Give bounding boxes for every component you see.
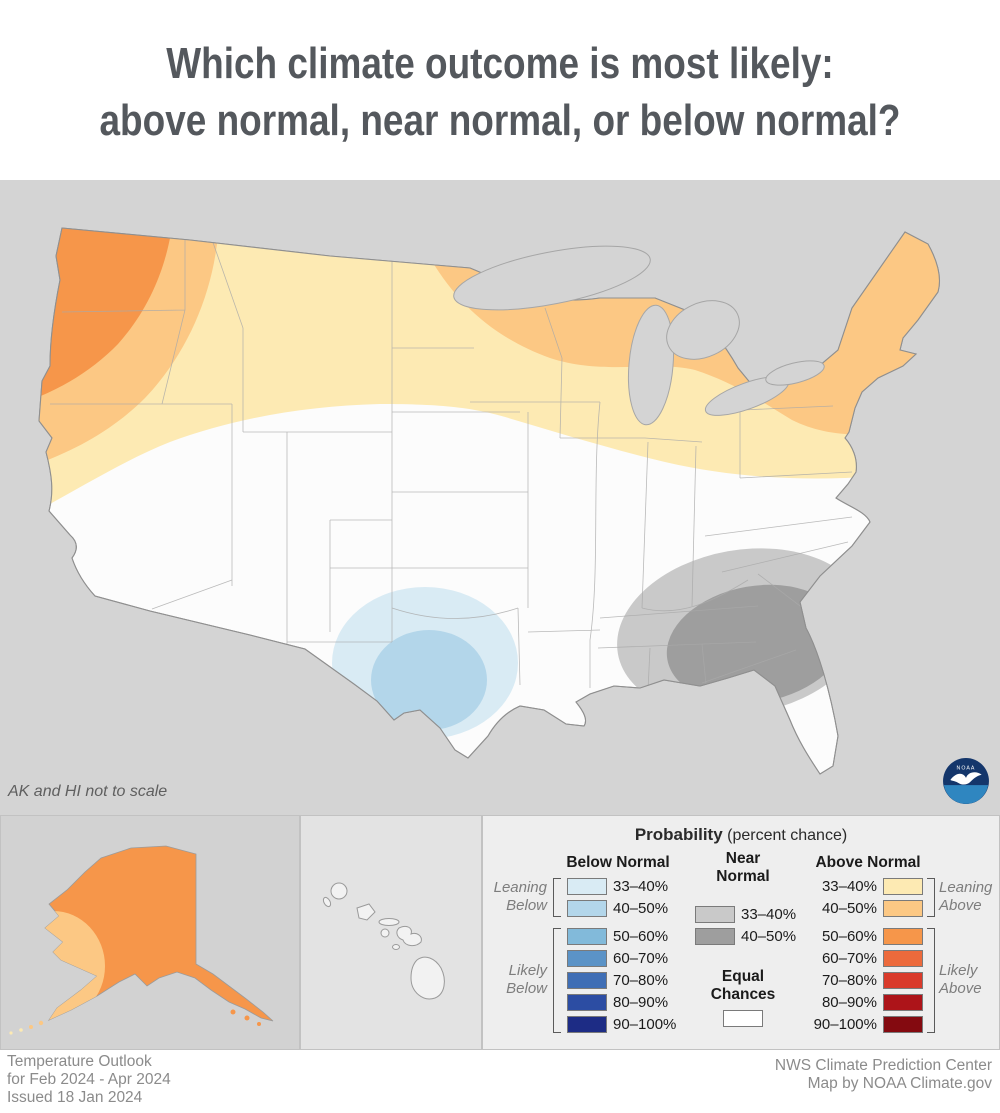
lake-ontario	[765, 360, 825, 386]
below-swatch-80-90	[567, 994, 607, 1011]
above-swatch-50-60	[883, 928, 923, 945]
above-range-50-60: 50–60%	[821, 928, 877, 945]
leaning-below-label: Leaning Below	[493, 879, 547, 914]
below-range-50-60: 50–60%	[613, 928, 669, 945]
below-range-70-80: 70–80%	[613, 972, 669, 989]
below-range-90-100: 90–100%	[613, 1016, 677, 1033]
scale-note: AK and HI not to scale	[8, 783, 168, 800]
legend-title-suffix: (percent chance)	[722, 827, 848, 844]
island-hawaii	[410, 956, 445, 1000]
below-range-33-40: 33–40%	[613, 878, 669, 895]
above-range-80-90: 80–90%	[821, 994, 877, 1011]
alaska-region-above-40-50	[45, 911, 105, 1021]
island-maui	[396, 925, 422, 947]
footer-outlook-period: for Feb 2024 - Apr 2024	[7, 1071, 171, 1088]
hawaiian-islands	[322, 882, 445, 1000]
near-swatch-33-40	[695, 906, 735, 923]
island-molokai	[378, 918, 400, 926]
alaska-map	[9, 845, 274, 1035]
lake-huron	[666, 300, 740, 360]
header: Which climate outcome is most likely: ab…	[0, 0, 1000, 180]
likely-above-bracket	[927, 928, 935, 1033]
above-swatch-80-90	[883, 994, 923, 1011]
above-range-60-70: 60–70%	[821, 950, 877, 967]
above-swatch-60-70	[883, 950, 923, 967]
above-range-40-50: 40–50%	[821, 900, 877, 917]
above-range-70-80: 70–80%	[821, 972, 877, 989]
near-normal-header: Near Normal	[716, 850, 770, 885]
aleutian-islands	[9, 1020, 44, 1035]
leaning-above-label: Leaning Above	[939, 879, 993, 914]
below-swatch-60-70	[567, 950, 607, 967]
us-map	[38, 227, 941, 775]
alaska-panhandle-islands	[230, 1009, 261, 1026]
footer-outlook-type: Temperature Outlook	[7, 1053, 152, 1070]
below-swatch-40-50	[567, 900, 607, 917]
region-near-40-50	[666, 584, 846, 704]
below-swatch-90-100	[567, 1016, 607, 1033]
hawaii-map	[322, 882, 445, 1000]
footer-right: NWS Climate Prediction Center Map by NOA…	[775, 1057, 992, 1093]
legend-panel: Probability (percent chance) Below Norma…	[482, 815, 1000, 1050]
alaska-inset	[0, 815, 300, 1050]
below-range-40-50: 40–50%	[613, 900, 669, 917]
island-lanai	[380, 928, 390, 938]
above-range-90-100: 90–100%	[813, 1016, 877, 1033]
footer-left: Temperature Outlook for Feb 2024 - Apr 2…	[7, 1053, 171, 1107]
island-niihau	[322, 896, 332, 908]
hawaii-inset	[300, 815, 482, 1050]
below-range-60-70: 60–70%	[613, 950, 669, 967]
lake-michigan	[627, 304, 675, 426]
noaa-logo-icon: NOAA	[943, 758, 989, 804]
state-boundaries	[50, 230, 853, 691]
below-swatch-33-40	[567, 878, 607, 895]
great-lakes	[453, 245, 825, 426]
likely-below-bracket	[553, 928, 561, 1033]
below-swatch-70-80	[567, 972, 607, 989]
island-oahu	[356, 903, 376, 921]
page-title-line2: above normal, near normal, or below norm…	[99, 96, 901, 145]
legend-title-word: Probability	[634, 825, 723, 844]
noaa-logo-text: NOAA	[957, 766, 976, 772]
near-range-40-50: 40–50%	[741, 928, 797, 945]
above-normal-header: Above Normal	[815, 854, 921, 871]
near-swatch-40-50	[695, 928, 735, 945]
below-range-80-90: 80–90%	[613, 994, 669, 1011]
equal-chances-label: Equal Chances	[710, 968, 776, 1003]
page-title-line1: Which climate outcome is most likely:	[166, 39, 834, 88]
us-outlook-map-section: AK and HI not to scale NOAA	[0, 180, 1000, 815]
alaska-region-above-33-40	[45, 960, 59, 1016]
footer-source: NWS Climate Prediction Center	[774, 1057, 992, 1074]
leaning-below-bracket	[553, 878, 561, 917]
above-swatch-70-80	[883, 972, 923, 989]
footer-credit: Map by NOAA Climate.gov	[807, 1075, 992, 1092]
island-kahoolawe	[392, 944, 400, 950]
likely-below-label: Likely Below	[506, 962, 547, 997]
below-swatch-50-60	[567, 928, 607, 945]
near-range-33-40: 33–40%	[741, 906, 797, 923]
leaning-above-bracket	[927, 878, 935, 917]
region-below-40-50	[371, 630, 487, 730]
island-kauai	[330, 882, 348, 900]
legend-title: Probability (percent chance)	[483, 825, 999, 845]
lake-superior	[453, 245, 651, 311]
above-swatch-40-50	[883, 900, 923, 917]
footer-issue-date: Issued 18 Jan 2024	[7, 1089, 143, 1106]
below-normal-header: Below Normal	[566, 854, 670, 871]
above-range-33-40: 33–40%	[821, 878, 877, 895]
above-swatch-90-100	[883, 1016, 923, 1033]
likely-above-label: Likely Above	[939, 962, 982, 997]
equal-chances-swatch	[723, 1010, 763, 1027]
above-swatch-33-40	[883, 878, 923, 895]
